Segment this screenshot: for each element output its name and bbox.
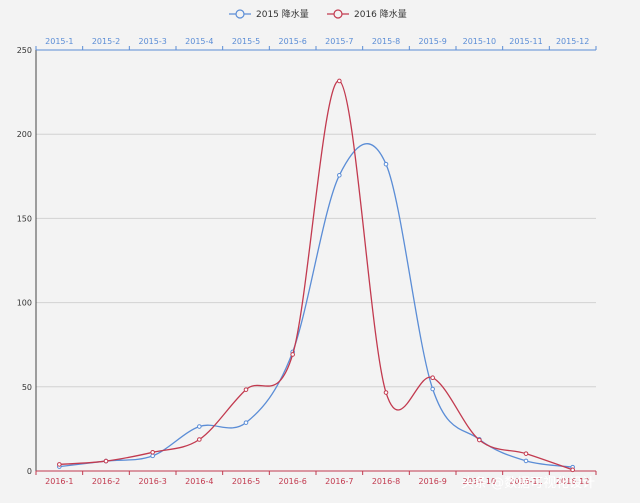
data-point-2016[interactable] <box>570 467 575 473</box>
data-point-2016[interactable] <box>290 352 295 357</box>
data-point-2016[interactable] <box>197 437 202 442</box>
data-point-2015[interactable] <box>523 458 529 464</box>
data-point-2016[interactable] <box>337 78 342 84</box>
x-tick-label-bottom: 2016-12 <box>556 477 589 486</box>
x-tick-label-bottom: 2016-10 <box>463 477 496 486</box>
x-tick-label-bottom: 2016-4 <box>185 477 213 486</box>
data-point-2016[interactable] <box>383 390 389 395</box>
grid-layer <box>36 133 596 388</box>
x-tick-label-top: 2015-6 <box>278 37 306 46</box>
data-point-2015[interactable] <box>337 172 342 178</box>
series-line-2016 <box>59 80 573 471</box>
legend-circle-icon <box>333 9 343 19</box>
x-tick-label-bottom: 2016-3 <box>138 477 166 486</box>
data-point-2015[interactable] <box>197 424 202 429</box>
data-point-2016[interactable] <box>57 462 62 467</box>
legend[interactable]: 2015 降水量 2016 降水量 <box>229 8 407 20</box>
data-point-2016[interactable] <box>430 375 435 381</box>
data-point-2016[interactable] <box>523 451 529 456</box>
x-tick-label-bottom: 2016-8 <box>372 477 400 486</box>
y-tick-label: 0 <box>27 467 32 476</box>
data-point-2015[interactable] <box>430 386 435 392</box>
legend-circle-icon <box>235 9 245 19</box>
x-tick-label-bottom: 2016-1 <box>45 477 73 486</box>
legend-item-2016[interactable]: 2016 降水量 <box>327 8 407 20</box>
data-point-2016[interactable] <box>477 437 482 443</box>
y-tick-label: 150 <box>17 214 32 223</box>
x-tick-label-top: 2015-2 <box>92 37 120 46</box>
legend-label: 2015 降水量 <box>256 8 309 20</box>
series-layer <box>57 78 575 473</box>
legend-label: 2016 降水量 <box>354 8 407 20</box>
data-point-2015[interactable] <box>243 420 249 425</box>
data-point-2016[interactable] <box>103 458 109 464</box>
x-tick-label-bottom: 2016-11 <box>509 477 542 486</box>
y-tick-label: 50 <box>22 383 32 392</box>
x-tick-label-top: 2015-7 <box>325 37 353 46</box>
x-tick-label-top: 2015-11 <box>509 37 542 46</box>
x-tick-label-top: 2015-12 <box>556 37 589 46</box>
x-tick-label-top: 2015-3 <box>138 37 166 46</box>
watermark-text: 头条 @数据可视化设计 <box>461 475 595 491</box>
legend-item-2015[interactable]: 2015 降水量 <box>229 8 309 20</box>
series-group <box>57 78 575 473</box>
x-tick-label-top: 2015-9 <box>418 37 446 46</box>
x-tick-label-top: 2015-1 <box>45 37 73 46</box>
y-tick-label: 250 <box>17 46 32 55</box>
x-tick-label-top: 2015-4 <box>185 37 213 46</box>
data-point-2016[interactable] <box>150 450 155 455</box>
axis-layer: 0 50 100 150 200 250 2015-1 2015-2 2015-3 2015-4 2… <box>17 37 597 486</box>
x-tick-label-bottom: 2016-2 <box>92 477 120 486</box>
y-tick-label: 100 <box>17 299 32 308</box>
y-tick-label: 200 <box>17 130 32 139</box>
x-tick-label-top: 2015-8 <box>372 37 400 46</box>
x-tick-label-bottom: 2016-7 <box>325 477 353 486</box>
x-tick-label-bottom: 2016-6 <box>278 477 306 486</box>
data-point-2015[interactable] <box>383 161 389 167</box>
x-tick-label-bottom: 2016-5 <box>232 477 260 486</box>
data-point-2016[interactable] <box>243 387 249 392</box>
x-tick-label-top: 2015-10 <box>463 37 496 46</box>
x-tick-label-top: 2015-5 <box>232 37 260 46</box>
x-tick-label-bottom: 2016-9 <box>418 477 446 486</box>
